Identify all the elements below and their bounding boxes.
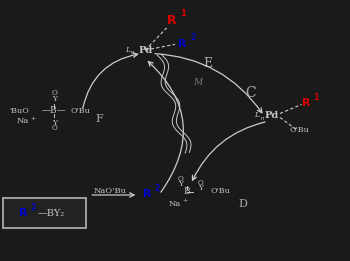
Text: 2: 2 xyxy=(33,221,37,229)
Text: +: + xyxy=(30,116,35,121)
Text: O'Bu: O'Bu xyxy=(289,127,309,134)
Text: O: O xyxy=(198,179,203,187)
Text: D: D xyxy=(239,199,248,209)
Text: Y: Y xyxy=(178,180,183,188)
FancyArrowPatch shape xyxy=(155,54,262,113)
Text: Pd: Pd xyxy=(264,111,278,120)
Text: E: E xyxy=(204,57,213,70)
Text: R: R xyxy=(19,208,27,218)
Text: n: n xyxy=(131,50,135,56)
Text: Na: Na xyxy=(169,200,181,207)
Text: n: n xyxy=(260,116,264,121)
Text: F: F xyxy=(96,114,104,124)
Text: Y: Y xyxy=(198,184,203,192)
Text: Pd: Pd xyxy=(138,46,152,55)
Text: NaO'Bu: NaO'Bu xyxy=(94,187,127,195)
Text: R: R xyxy=(302,98,310,108)
Text: 1: 1 xyxy=(314,93,319,102)
Text: O: O xyxy=(177,175,183,183)
Text: M: M xyxy=(193,78,202,87)
Text: 2: 2 xyxy=(190,33,195,42)
Text: R: R xyxy=(178,39,186,49)
Text: 2: 2 xyxy=(30,203,35,212)
Text: —B—: —B— xyxy=(42,106,66,115)
Text: Y: Y xyxy=(52,95,57,103)
FancyBboxPatch shape xyxy=(4,198,86,228)
Text: 'BuO: 'BuO xyxy=(9,107,29,115)
Text: Na: Na xyxy=(17,117,29,125)
Text: R: R xyxy=(143,189,151,199)
Text: L: L xyxy=(125,46,130,54)
Text: O'Bu: O'Bu xyxy=(71,107,90,115)
FancyArrowPatch shape xyxy=(193,122,265,180)
Text: +: + xyxy=(182,198,188,204)
Text: C: C xyxy=(245,86,255,100)
Text: B: B xyxy=(184,187,190,196)
Text: R: R xyxy=(167,14,176,27)
Text: O: O xyxy=(51,90,57,97)
Text: 1: 1 xyxy=(180,9,186,18)
FancyArrowPatch shape xyxy=(148,62,183,192)
Text: O: O xyxy=(51,124,57,132)
Text: L: L xyxy=(254,111,259,119)
Text: —BY₂: —BY₂ xyxy=(37,209,64,218)
Text: 2: 2 xyxy=(154,184,160,193)
FancyArrowPatch shape xyxy=(83,53,138,108)
Text: O'Bu: O'Bu xyxy=(211,187,230,195)
Text: Y: Y xyxy=(52,119,57,127)
